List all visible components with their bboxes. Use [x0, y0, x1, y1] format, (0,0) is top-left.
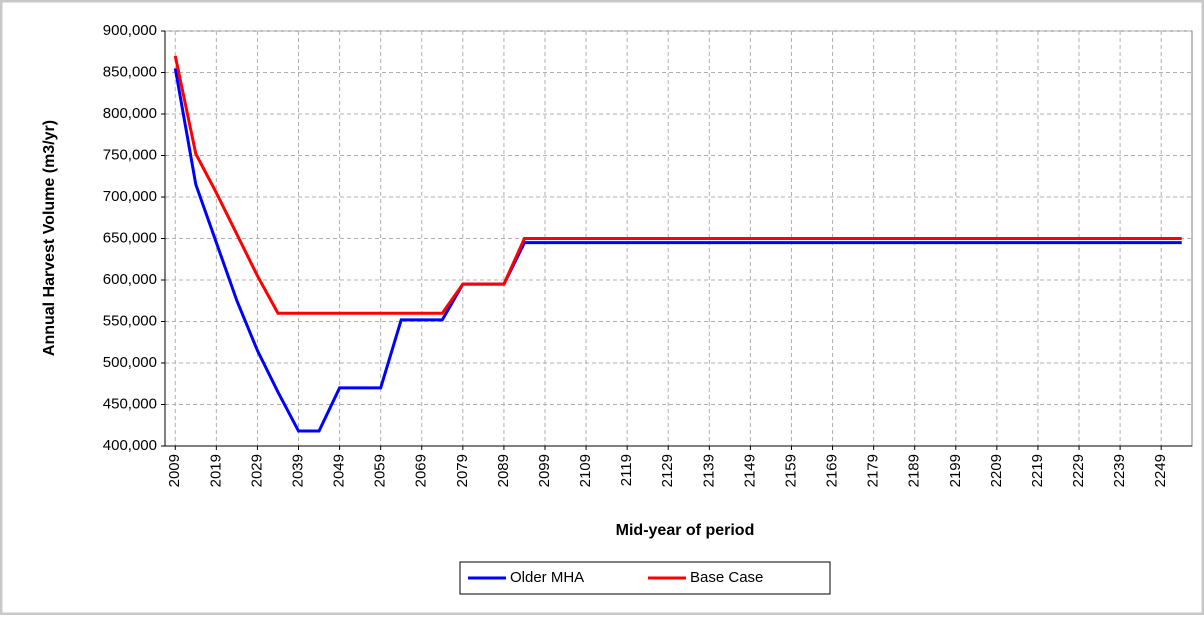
x-tick-label: 2249: [1152, 454, 1169, 487]
x-tick-label: 2099: [536, 454, 553, 487]
x-tick-label: 2069: [413, 454, 430, 487]
legend-label: Older MHA: [510, 569, 584, 586]
x-tick-label: 2209: [988, 454, 1005, 487]
y-tick-label: 900,000: [103, 22, 157, 39]
y-tick-label: 550,000: [103, 312, 157, 329]
x-tick-label: 2039: [289, 454, 306, 487]
legend-box: [459, 561, 831, 595]
x-tick-label: 2059: [372, 454, 389, 487]
y-tick-label: 500,000: [103, 354, 157, 371]
x-tick-label: 2239: [1111, 454, 1128, 487]
x-tick-label: 2229: [1070, 454, 1087, 487]
x-tick-label: 2029: [248, 454, 265, 487]
x-tick-label: 2109: [577, 454, 594, 487]
x-tick-label: 2219: [1029, 454, 1046, 487]
x-tick-label: 2159: [782, 454, 799, 487]
x-tick-label: 2169: [824, 454, 841, 487]
x-tick-label: 2139: [700, 454, 717, 487]
series-line: [173, 55, 1182, 315]
x-tick-label: 2079: [454, 454, 471, 487]
legend-label: Base Case: [690, 569, 763, 586]
x-tick-label: 2089: [495, 454, 512, 487]
y-tick-label: 850,000: [103, 63, 157, 80]
y-tick-label: 650,000: [103, 229, 157, 246]
series-line: [173, 68, 1182, 433]
y-tick-label: 750,000: [103, 146, 157, 163]
x-tick-label: 2149: [741, 454, 758, 487]
x-tick-label: 2049: [331, 454, 348, 487]
x-tick-label: 2179: [865, 454, 882, 487]
x-tick-label: 2129: [659, 454, 676, 487]
y-tick-label: 400,000: [103, 437, 157, 454]
y-tick-label: 700,000: [103, 188, 157, 205]
x-tick-label: 2199: [947, 454, 964, 487]
x-axis-title: Mid-year of period: [616, 522, 755, 539]
x-tick-label: 2009: [166, 454, 183, 487]
x-tick-label: 2189: [906, 454, 923, 487]
y-tick-label: 450,000: [103, 395, 157, 412]
x-tick-label: 2119: [618, 454, 635, 486]
x-tick-label: 2019: [207, 454, 224, 487]
y-tick-label: 600,000: [103, 271, 157, 288]
y-tick-label: 800,000: [103, 105, 157, 122]
y-axis-title: Annual Harvest Volume (m3/yr): [41, 120, 58, 356]
